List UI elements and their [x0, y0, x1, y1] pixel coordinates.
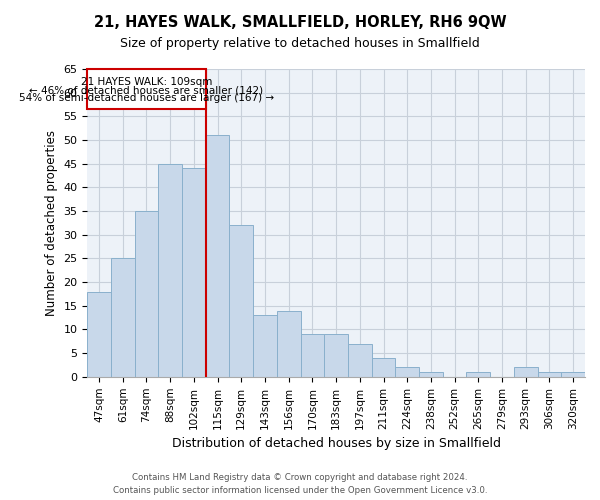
- Text: 21, HAYES WALK, SMALLFIELD, HORLEY, RH6 9QW: 21, HAYES WALK, SMALLFIELD, HORLEY, RH6 …: [94, 15, 506, 30]
- Bar: [324, 334, 348, 377]
- Bar: [134, 211, 158, 377]
- Bar: [561, 372, 585, 377]
- Text: 21 HAYES WALK: 109sqm: 21 HAYES WALK: 109sqm: [81, 77, 212, 87]
- Bar: [395, 368, 419, 377]
- Bar: [111, 258, 134, 377]
- Text: Size of property relative to detached houses in Smallfield: Size of property relative to detached ho…: [120, 38, 480, 51]
- Bar: [253, 316, 277, 377]
- Bar: [87, 292, 111, 377]
- FancyBboxPatch shape: [87, 69, 206, 110]
- Bar: [229, 226, 253, 377]
- Bar: [206, 136, 229, 377]
- Bar: [158, 164, 182, 377]
- Bar: [466, 372, 490, 377]
- Bar: [348, 344, 371, 377]
- Bar: [371, 358, 395, 377]
- Bar: [301, 334, 324, 377]
- Text: Contains HM Land Registry data © Crown copyright and database right 2024.
Contai: Contains HM Land Registry data © Crown c…: [113, 474, 487, 495]
- Y-axis label: Number of detached properties: Number of detached properties: [45, 130, 58, 316]
- Text: ← 46% of detached houses are smaller (142): ← 46% of detached houses are smaller (14…: [29, 85, 263, 95]
- Bar: [514, 368, 538, 377]
- Bar: [538, 372, 561, 377]
- Bar: [277, 310, 301, 377]
- Bar: [182, 168, 206, 377]
- X-axis label: Distribution of detached houses by size in Smallfield: Distribution of detached houses by size …: [172, 437, 500, 450]
- Text: 54% of semi-detached houses are larger (167) →: 54% of semi-detached houses are larger (…: [19, 93, 274, 103]
- Bar: [419, 372, 443, 377]
